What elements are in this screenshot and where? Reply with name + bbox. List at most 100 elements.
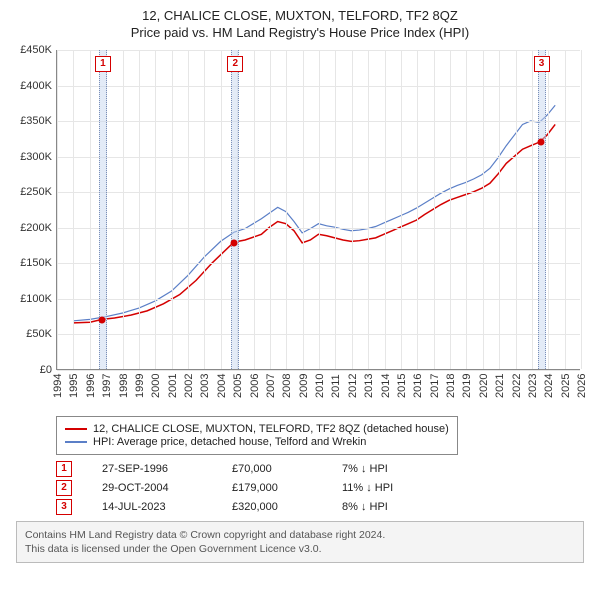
gridline-v: [516, 50, 517, 369]
x-axis-label: 1999: [134, 374, 146, 398]
title-sub: Price paid vs. HM Land Registry's House …: [8, 25, 592, 40]
gridline-v: [57, 50, 58, 369]
sales-row: 314-JUL-2023£320,0008% ↓ HPI: [56, 499, 584, 515]
gridline-v: [434, 50, 435, 369]
gridline-v: [417, 50, 418, 369]
footer-line2: This data is licensed under the Open Gov…: [25, 542, 575, 556]
gridline-v: [90, 50, 91, 369]
gridline-v: [368, 50, 369, 369]
x-axis-label: 2024: [543, 374, 555, 398]
y-axis-label: £400K: [8, 80, 52, 92]
sale-date: 14-JUL-2023: [102, 501, 202, 513]
sale-diff: 8% ↓ HPI: [342, 501, 442, 513]
gridline-v: [466, 50, 467, 369]
x-axis-label: 2014: [380, 374, 392, 398]
x-axis-label: 1995: [68, 374, 80, 398]
gridline-v: [221, 50, 222, 369]
y-axis-label: £50K: [8, 328, 52, 340]
x-axis-label: 2009: [298, 374, 310, 398]
y-axis-label: £450K: [8, 44, 52, 56]
x-axis-label: 2019: [461, 374, 473, 398]
legend-swatch: [65, 428, 87, 430]
sale-diff: 7% ↓ HPI: [342, 463, 442, 475]
gridline-v: [401, 50, 402, 369]
sale-point: [537, 139, 544, 146]
x-axis-label: 2013: [363, 374, 375, 398]
gridline-v: [532, 50, 533, 369]
sale-band: [231, 50, 239, 369]
gridline-v: [270, 50, 271, 369]
x-axis-label: 2006: [249, 374, 261, 398]
sale-marker: 1: [95, 56, 111, 72]
sale-date: 27-SEP-1996: [102, 463, 202, 475]
y-axis-label: £100K: [8, 293, 52, 305]
legend-label: HPI: Average price, detached house, Telf…: [93, 436, 366, 448]
gridline-v: [123, 50, 124, 369]
sale-number: 1: [56, 461, 72, 477]
gridline-v: [335, 50, 336, 369]
x-axis-label: 2002: [183, 374, 195, 398]
gridline-v: [254, 50, 255, 369]
x-axis-label: 2010: [314, 374, 326, 398]
x-axis-label: 2018: [445, 374, 457, 398]
sale-diff: 11% ↓ HPI: [342, 482, 442, 494]
plot-area: 123: [56, 50, 580, 370]
sales-row: 127-SEP-1996£70,0007% ↓ HPI: [56, 461, 584, 477]
x-axis-label: 2012: [347, 374, 359, 398]
y-axis-label: £0: [8, 364, 52, 376]
y-axis-label: £150K: [8, 257, 52, 269]
x-axis-label: 1996: [85, 374, 97, 398]
chart: 123 £0£50K£100K£150K£200K£250K£300K£350K…: [8, 46, 592, 406]
footer-line1: Contains HM Land Registry data © Crown c…: [25, 528, 575, 542]
gridline-v: [548, 50, 549, 369]
gridline-v: [483, 50, 484, 369]
gridline-v: [385, 50, 386, 369]
x-axis-label: 2021: [494, 374, 506, 398]
gridline-v: [581, 50, 582, 369]
gridline-v: [73, 50, 74, 369]
footer: Contains HM Land Registry data © Crown c…: [16, 521, 584, 563]
gridline-v: [319, 50, 320, 369]
legend-row: HPI: Average price, detached house, Telf…: [65, 436, 449, 448]
sale-point: [231, 239, 238, 246]
x-axis-label: 2005: [232, 374, 244, 398]
gridline-v: [303, 50, 304, 369]
gridline-v: [204, 50, 205, 369]
x-axis-label: 2023: [527, 374, 539, 398]
sale-marker: 2: [227, 56, 243, 72]
legend-swatch: [65, 441, 87, 443]
gridline-v: [565, 50, 566, 369]
sale-price: £179,000: [232, 482, 312, 494]
gridline-v: [172, 50, 173, 369]
x-axis-label: 2026: [576, 374, 588, 398]
sale-point: [98, 317, 105, 324]
x-axis-label: 2008: [281, 374, 293, 398]
x-axis-label: 1994: [52, 374, 64, 398]
gridline-v: [499, 50, 500, 369]
x-axis-label: 2000: [150, 374, 162, 398]
sale-date: 29-OCT-2004: [102, 482, 202, 494]
gridline-v: [155, 50, 156, 369]
legend: 12, CHALICE CLOSE, MUXTON, TELFORD, TF2 …: [56, 416, 458, 455]
x-axis-label: 2020: [478, 374, 490, 398]
x-axis-label: 1997: [101, 374, 113, 398]
x-axis-label: 1998: [118, 374, 130, 398]
y-axis-label: £300K: [8, 151, 52, 163]
sales-table: 127-SEP-1996£70,0007% ↓ HPI229-OCT-2004£…: [56, 461, 584, 515]
gridline-v: [352, 50, 353, 369]
gridline-v: [286, 50, 287, 369]
sale-band: [538, 50, 546, 369]
x-axis-label: 2025: [560, 374, 572, 398]
x-axis-label: 2004: [216, 374, 228, 398]
y-axis-label: £200K: [8, 222, 52, 234]
y-axis-label: £350K: [8, 115, 52, 127]
sales-row: 2 29-OCT-2004 £179,000 11% ↓ HPI: [56, 480, 584, 496]
sale-number: 2: [56, 480, 72, 496]
legend-label: 12, CHALICE CLOSE, MUXTON, TELFORD, TF2 …: [93, 423, 449, 435]
x-axis-label: 2011: [330, 374, 342, 398]
titles: 12, CHALICE CLOSE, MUXTON, TELFORD, TF2 …: [8, 8, 592, 40]
gridline-v: [188, 50, 189, 369]
x-axis-label: 2007: [265, 374, 277, 398]
x-axis-label: 2003: [199, 374, 211, 398]
legend-row: 12, CHALICE CLOSE, MUXTON, TELFORD, TF2 …: [65, 423, 449, 435]
